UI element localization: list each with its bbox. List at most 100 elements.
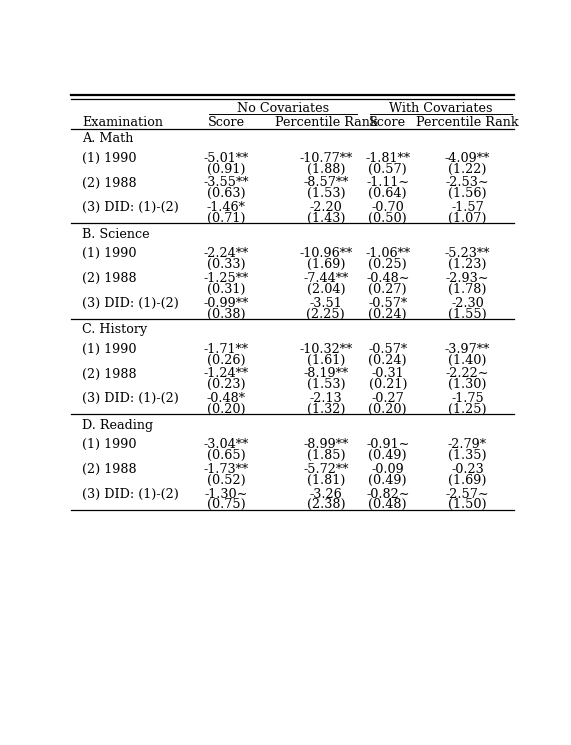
Text: -1.30∼: -1.30∼ [204, 487, 248, 501]
Text: (1.55): (1.55) [448, 308, 487, 320]
Text: (0.52): (0.52) [207, 474, 246, 486]
Text: -2.53∼: -2.53∼ [446, 177, 489, 189]
Text: (1.07): (1.07) [448, 212, 486, 225]
Text: (0.91): (0.91) [207, 162, 246, 176]
Text: No Covariates: No Covariates [236, 102, 329, 115]
Text: (1.78): (1.78) [448, 283, 486, 296]
Text: -1.71**: -1.71** [204, 343, 249, 356]
Text: (0.65): (0.65) [207, 449, 246, 462]
Text: -2.22∼: -2.22∼ [446, 367, 489, 381]
Text: -1.25**: -1.25** [204, 272, 249, 285]
Text: -5.01**: -5.01** [204, 152, 249, 165]
Text: Score: Score [369, 116, 407, 129]
Text: (0.64): (0.64) [368, 187, 407, 200]
Text: (0.49): (0.49) [368, 474, 407, 486]
Text: A. Math: A. Math [82, 133, 134, 145]
Text: (2.38): (2.38) [307, 498, 345, 511]
Text: (1.56): (1.56) [448, 187, 486, 200]
Text: -3.55**: -3.55** [203, 177, 249, 189]
Text: -0.31: -0.31 [372, 367, 404, 381]
Text: (1.88): (1.88) [307, 162, 345, 176]
Text: (0.27): (0.27) [368, 283, 407, 296]
Text: -7.44**: -7.44** [303, 272, 348, 285]
Text: (0.63): (0.63) [207, 187, 246, 200]
Text: (0.57): (0.57) [368, 162, 407, 176]
Text: -2.79*: -2.79* [448, 438, 487, 451]
Text: -3.51: -3.51 [309, 297, 342, 310]
Text: (0.25): (0.25) [368, 259, 407, 271]
Text: -0.48*: -0.48* [207, 392, 246, 405]
Text: -10.96**: -10.96** [299, 247, 352, 260]
Text: -1.73**: -1.73** [204, 463, 249, 476]
Text: (3) DID: (1)-(2): (3) DID: (1)-(2) [82, 297, 179, 310]
Text: Score: Score [208, 116, 245, 129]
Text: B. Science: B. Science [82, 228, 150, 241]
Text: -1.75: -1.75 [451, 392, 484, 405]
Text: -5.72**: -5.72** [303, 463, 348, 476]
Text: (1.40): (1.40) [448, 354, 486, 367]
Text: (1.43): (1.43) [307, 212, 345, 225]
Text: D. Reading: D. Reading [82, 419, 154, 432]
Text: -5.23**: -5.23** [445, 247, 490, 260]
Text: -2.24**: -2.24** [204, 247, 249, 260]
Text: -1.81**: -1.81** [365, 152, 411, 165]
Text: -10.77**: -10.77** [299, 152, 352, 165]
Text: (2.04): (2.04) [307, 283, 345, 296]
Text: (1) 1990: (1) 1990 [82, 438, 137, 451]
Text: C. History: C. History [82, 323, 148, 337]
Text: (0.23): (0.23) [207, 378, 246, 391]
Text: -0.57*: -0.57* [368, 297, 407, 310]
Text: -8.19**: -8.19** [303, 367, 348, 381]
Text: -1.06**: -1.06** [365, 247, 411, 260]
Text: -0.99**: -0.99** [204, 297, 249, 310]
Text: (0.24): (0.24) [368, 354, 407, 367]
Text: (1) 1990: (1) 1990 [82, 343, 137, 356]
Text: (1.32): (1.32) [307, 403, 345, 416]
Text: (1.22): (1.22) [448, 162, 486, 176]
Text: (0.48): (0.48) [368, 498, 407, 511]
Text: With Covariates: With Covariates [389, 102, 493, 115]
Text: -1.46*: -1.46* [207, 201, 246, 214]
Text: (3) DID: (1)-(2): (3) DID: (1)-(2) [82, 392, 179, 405]
Text: (1) 1990: (1) 1990 [82, 247, 137, 260]
Text: (0.31): (0.31) [207, 283, 246, 296]
Text: -2.93∼: -2.93∼ [446, 272, 489, 285]
Text: (1.69): (1.69) [448, 474, 486, 486]
Text: -0.27: -0.27 [371, 392, 404, 405]
Text: (1.61): (1.61) [307, 354, 345, 367]
Text: (0.49): (0.49) [368, 449, 407, 462]
Text: (1.25): (1.25) [448, 403, 486, 416]
Text: (0.75): (0.75) [207, 498, 246, 511]
Text: -0.91∼: -0.91∼ [366, 438, 409, 451]
Text: Percentile Rank: Percentile Rank [275, 116, 377, 129]
Text: -4.09**: -4.09** [445, 152, 490, 165]
Text: (1.53): (1.53) [307, 378, 345, 391]
Text: (0.33): (0.33) [207, 259, 246, 271]
Text: -0.82∼: -0.82∼ [366, 487, 409, 501]
Text: (0.50): (0.50) [368, 212, 407, 225]
Text: (2) 1988: (2) 1988 [82, 367, 137, 381]
Text: -3.04**: -3.04** [204, 438, 249, 451]
Text: (1) 1990: (1) 1990 [82, 152, 137, 165]
Text: (2) 1988: (2) 1988 [82, 177, 137, 189]
Text: (1.23): (1.23) [448, 259, 486, 271]
Text: (1.81): (1.81) [307, 474, 345, 486]
Text: -2.13: -2.13 [309, 392, 342, 405]
Text: (0.71): (0.71) [207, 212, 246, 225]
Text: (1.35): (1.35) [448, 449, 486, 462]
Text: (2) 1988: (2) 1988 [82, 463, 137, 476]
Text: (0.21): (0.21) [368, 378, 407, 391]
Text: (0.20): (0.20) [368, 403, 407, 416]
Text: (0.26): (0.26) [207, 354, 246, 367]
Text: -0.57*: -0.57* [368, 343, 407, 356]
Text: -0.23: -0.23 [451, 463, 484, 476]
Text: (1.53): (1.53) [307, 187, 345, 200]
Text: -1.11∼: -1.11∼ [366, 177, 409, 189]
Text: (0.20): (0.20) [207, 403, 246, 416]
Text: -8.99**: -8.99** [303, 438, 348, 451]
Text: -8.57**: -8.57** [303, 177, 348, 189]
Text: -0.48∼: -0.48∼ [366, 272, 409, 285]
Text: Percentile Rank: Percentile Rank [416, 116, 518, 129]
Text: (2.25): (2.25) [307, 308, 345, 320]
Text: -3.26: -3.26 [309, 487, 342, 501]
